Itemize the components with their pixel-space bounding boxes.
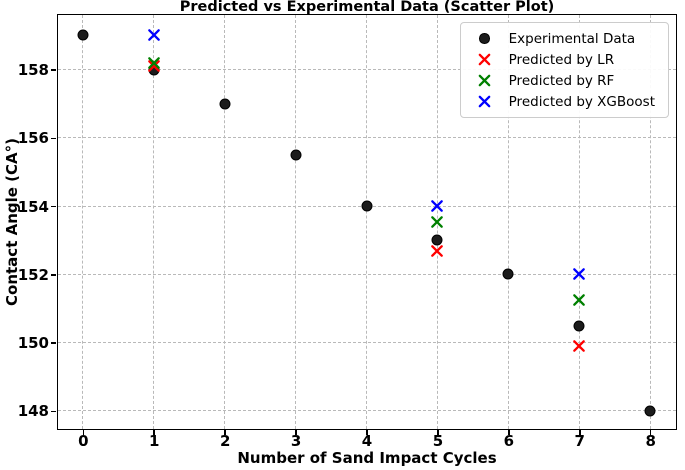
legend-item-predicted-by-xgboost: Predicted by XGBoost xyxy=(469,91,655,112)
x-tick-label: 1 xyxy=(149,432,160,450)
gridline-horizontal xyxy=(58,410,676,412)
data-point-experimental-data xyxy=(361,200,372,212)
y-tick-mark xyxy=(51,69,56,71)
data-point-predicted-by-lr xyxy=(147,60,160,73)
data-point-predicted-by-xgboost xyxy=(573,268,586,281)
gridline-horizontal xyxy=(58,69,676,70)
legend-item-predicted-by-rf: Predicted by RF xyxy=(469,70,655,91)
x-tick-label: 8 xyxy=(645,432,656,450)
x-tick-label: 5 xyxy=(432,432,444,450)
y-tick-label: 154 xyxy=(17,197,49,216)
legend-label: Predicted by XGBoost xyxy=(508,93,655,110)
data-point-predicted-by-lr xyxy=(573,340,586,353)
x-tick-mark xyxy=(649,430,652,435)
y-tick-label: 152 xyxy=(17,265,49,284)
gridline-horizontal xyxy=(58,137,676,139)
x-tick-mark xyxy=(82,430,85,435)
gridline-horizontal xyxy=(58,342,676,344)
data-point-experimental-data xyxy=(573,320,585,332)
gridline-vertical xyxy=(224,15,226,429)
data-point-predicted-by-rf xyxy=(431,215,444,228)
y-tick-label: 150 xyxy=(17,334,49,353)
x-tick-mark xyxy=(579,430,581,435)
legend-label: Predicted by LR xyxy=(508,51,615,68)
data-point-predicted-by-rf xyxy=(147,56,160,69)
y-tick-mark xyxy=(51,342,56,344)
x-tick-mark xyxy=(437,430,439,435)
data-point-predicted-by-xgboost xyxy=(431,200,444,213)
gridline-vertical xyxy=(578,15,580,429)
x-tick-label: 6 xyxy=(503,432,515,450)
x-tick-label: 4 xyxy=(361,432,373,450)
gridline-vertical xyxy=(507,15,509,429)
data-point-experimental-data xyxy=(77,29,89,41)
gridline-horizontal xyxy=(58,273,676,275)
x-axis-label: Number of Sand Impact Cycles xyxy=(237,449,497,467)
data-point-experimental-data xyxy=(219,98,231,110)
x-marker-icon xyxy=(469,74,501,87)
data-point-predicted-by-lr xyxy=(431,244,444,257)
x-tick-mark xyxy=(224,430,226,435)
circle-marker-icon xyxy=(479,33,490,44)
data-point-experimental-data xyxy=(431,234,443,246)
gridline-vertical xyxy=(365,15,367,429)
data-point-predicted-by-xgboost xyxy=(147,29,160,42)
legend-label: Predicted by RF xyxy=(508,72,615,89)
x-tick-label: 7 xyxy=(574,432,585,450)
gridline-vertical xyxy=(649,15,651,429)
y-tick-mark xyxy=(51,274,56,276)
y-tick-mark xyxy=(51,205,56,208)
x-marker-icon xyxy=(469,53,501,66)
gridline-vertical xyxy=(294,15,296,429)
plot-area: Experimental Data Predicted by LR Predicte… xyxy=(57,14,677,430)
legend-label: Experimental Data xyxy=(508,30,636,47)
y-tick-label: 158 xyxy=(17,61,49,80)
data-point-experimental-data xyxy=(502,268,514,280)
legend-item-predicted-by-lr: Predicted by LR xyxy=(469,49,655,70)
y-tick-label: 148 xyxy=(17,402,49,421)
y-tick-label: 156 xyxy=(17,129,49,148)
x-tick-label: 3 xyxy=(290,432,302,450)
x-tick-label: 0 xyxy=(78,432,89,450)
x-tick-mark xyxy=(295,430,297,435)
x-marker-icon xyxy=(469,95,501,108)
chart-title: Predicted vs Experimental Data (Scatter … xyxy=(179,0,555,15)
y-tick-mark xyxy=(51,410,56,413)
x-tick-mark xyxy=(508,430,510,435)
gridline-vertical xyxy=(82,15,84,429)
x-tick-mark xyxy=(366,430,368,435)
y-tick-mark xyxy=(51,137,56,140)
circle-marker-icon xyxy=(469,33,501,44)
x-tick-mark xyxy=(153,430,155,435)
gridline-vertical xyxy=(153,15,155,429)
x-tick-label: 2 xyxy=(219,432,231,450)
data-point-experimental-data xyxy=(644,405,656,417)
data-point-experimental-data xyxy=(290,149,302,161)
legend-item-experimental-data: Experimental Data xyxy=(469,28,655,49)
legend: Experimental Data Predicted by LR Predicte… xyxy=(459,22,669,118)
data-point-predicted-by-rf xyxy=(573,294,586,307)
